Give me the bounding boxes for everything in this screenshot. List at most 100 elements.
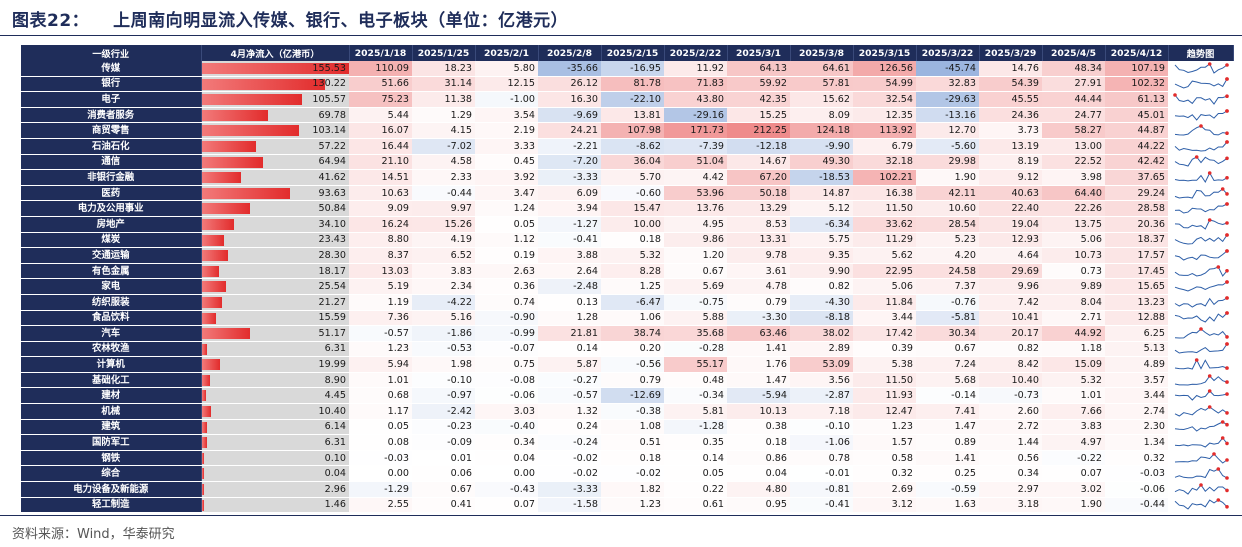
weekly-value-cell: -0.81: [790, 481, 853, 498]
weekly-value-cell: -2.48: [538, 278, 601, 295]
april-inflow-cell: 0.10: [201, 450, 349, 467]
weekly-value-cell: -22.10: [601, 91, 664, 108]
industry-name: 非银行金融: [21, 169, 202, 186]
weekly-value-cell: 0.82: [790, 278, 853, 295]
industry-name: 电子: [21, 91, 202, 108]
weekly-value-cell: 2.34: [412, 278, 475, 295]
weekly-value-cell: 18.23: [412, 61, 475, 77]
weekly-value-cell: 0.95: [727, 497, 790, 514]
sparkline-marker: [1224, 77, 1229, 82]
weekly-value-cell: 2.30: [1105, 419, 1168, 436]
weekly-value-cell: 7.36: [349, 310, 412, 327]
trend-sparkline: [1174, 202, 1229, 214]
weekly-value-cell: 64.13: [727, 61, 790, 77]
weekly-value-cell: 1.18: [1042, 341, 1105, 358]
april-inflow-cell: 4.45: [201, 387, 349, 405]
sparkline-marker: [1207, 389, 1211, 394]
weekly-value-cell: 1.41: [916, 450, 979, 467]
sparkline-marker: [1224, 139, 1229, 144]
sparkline-marker: [1224, 191, 1229, 196]
table-row: 非银行金融 41.62 14.51 2.33 3.92 -3.33 5.70 4.42 67.2…: [21, 169, 1233, 186]
weekly-value-cell: -7.39: [664, 138, 727, 155]
april-inflow-bar: [201, 78, 325, 90]
weekly-value-cell: 9.78: [727, 247, 790, 264]
april-inflow-bar: [201, 437, 208, 449]
industry-name: 商贸零售: [21, 122, 202, 139]
april-inflow-value: 18.17: [318, 265, 346, 277]
weekly-value-cell: 44.22: [1105, 138, 1168, 155]
weekly-value-cell: 20.17: [979, 325, 1042, 342]
weekly-value-cell: 0.34: [979, 465, 1042, 483]
sparkline-marker: [1224, 311, 1229, 316]
weekly-value-cell: -0.02: [538, 450, 601, 467]
weekly-value-cell: 6.09: [538, 185, 601, 202]
weekly-value-cell: 38.74: [601, 325, 664, 342]
weekly-value-cell: 5.12: [790, 200, 853, 217]
weekly-value-cell: -0.60: [601, 185, 664, 202]
industry-name: 计算机: [21, 356, 202, 373]
weekly-value-cell: 8.37: [349, 247, 412, 264]
header-industry: 一级行业: [21, 45, 202, 61]
weekly-value-cell: 12.70: [916, 122, 979, 139]
weekly-value-cell: -3.33: [538, 481, 601, 498]
weekly-value-cell: 14.76: [979, 61, 1042, 77]
weekly-value-cell: -3.30: [727, 310, 790, 327]
trend-sparkline: [1174, 264, 1229, 277]
table-row: 电力及公用事业 50.84 9.09 9.97 1.24 3.94 15.47 13.76 13…: [21, 200, 1233, 217]
weekly-value-cell: 1.63: [916, 497, 979, 514]
weekly-value-cell: 49.30: [790, 154, 853, 171]
weekly-value-cell: -8.62: [601, 138, 664, 155]
header-row: 一级行业 4月净流入（亿港币） 2025/1/18 2025/1/25 2025/2…: [21, 45, 1234, 61]
weekly-value-cell: 1.17: [349, 403, 412, 420]
weekly-value-cell: 0.05: [475, 216, 538, 233]
weekly-value-cell: 0.39: [853, 341, 916, 358]
weekly-value-cell: 53.96: [664, 185, 727, 202]
sparkline-line: [1174, 141, 1227, 152]
weekly-value-cell: 0.34: [475, 434, 538, 451]
weekly-value-cell: 5.44: [349, 107, 412, 124]
trend-cell: [1168, 107, 1233, 124]
industry-name: 传媒: [21, 61, 202, 77]
weekly-value-cell: 7.66: [1042, 403, 1105, 420]
industry-name: 通信: [21, 154, 202, 171]
april-inflow-bar: [201, 187, 291, 199]
weekly-value-cell: 0.79: [727, 294, 790, 311]
weekly-value-cell: 0.68: [349, 387, 412, 405]
weekly-value-cell: -4.22: [412, 294, 475, 311]
weekly-value-cell: 11.50: [853, 372, 916, 389]
source-note: 资料来源：Wind，华泰研究: [12, 527, 175, 542]
sparkline-marker: [1224, 94, 1229, 98]
weekly-value-cell: 7.24: [916, 356, 979, 373]
weekly-value-cell: 11.38: [412, 91, 475, 108]
april-inflow-bar: [201, 156, 264, 168]
trend-cell: [1168, 403, 1233, 420]
weekly-value-cell: 36.04: [601, 154, 664, 171]
weekly-value-cell: 12.93: [979, 232, 1042, 249]
april-inflow-cell: 6.31: [201, 434, 349, 451]
weekly-value-cell: 2.55: [349, 497, 412, 514]
weekly-value-cell: 0.56: [979, 450, 1042, 467]
weekly-value-cell: 14.87: [790, 185, 853, 202]
weekly-value-cell: 0.32: [853, 465, 916, 483]
april-inflow-value: 103.14: [312, 125, 346, 137]
april-inflow-value: 19.99: [318, 359, 346, 371]
weekly-value-cell: 3.73: [979, 122, 1042, 139]
april-inflow-value: 25.54: [318, 281, 346, 293]
weekly-value-cell: 4.78: [727, 278, 790, 295]
trend-cell: [1168, 325, 1233, 342]
weekly-value-cell: 16.44: [349, 138, 412, 155]
sparkline-line: [1174, 235, 1227, 245]
trend-sparkline: [1172, 93, 1229, 105]
header-april: 4月净流入（亿港币）: [201, 45, 350, 61]
table-row: 商贸零售 103.14 16.07 4.15 2.19 24.21 107.98 171.73…: [21, 122, 1233, 139]
weekly-value-cell: 5.62: [853, 247, 916, 264]
weekly-value-cell: 2.60: [979, 403, 1042, 420]
header-week: 2025/4/12: [1105, 45, 1169, 61]
inflow-table: 一级行业 4月净流入（亿港币） 2025/1/18 2025/1/25 2025/2…: [21, 45, 1234, 514]
weekly-value-cell: 13.23: [1105, 294, 1168, 311]
trend-sparkline: [1174, 327, 1229, 339]
weekly-value-cell: 1.01: [349, 372, 412, 389]
weekly-value-cell: -0.34: [664, 387, 727, 405]
weekly-value-cell: -0.53: [412, 341, 475, 358]
trend-cell: [1168, 465, 1233, 483]
